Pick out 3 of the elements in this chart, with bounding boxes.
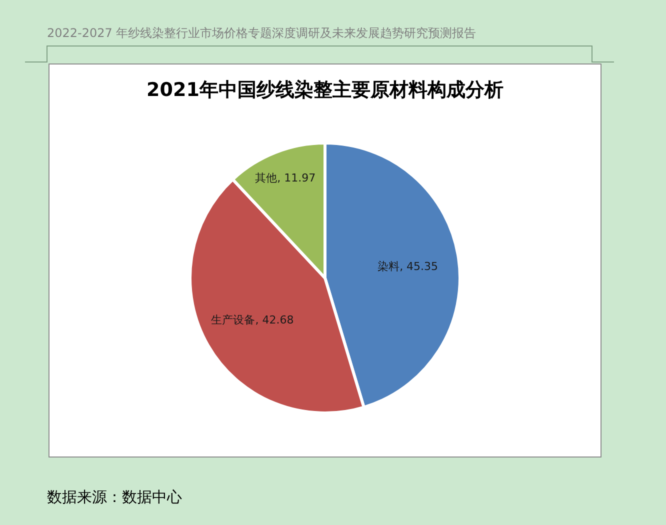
text: 2022-2027 年纱线染整行业市场价格专题深度调研及未来发展趋势研究预测报告 bbox=[47, 26, 476, 40]
chart-title: 2021年中国纱线染整主要原材料构成分析 bbox=[146, 79, 504, 101]
source-note: 数据来源：数据中心 bbox=[47, 488, 182, 506]
